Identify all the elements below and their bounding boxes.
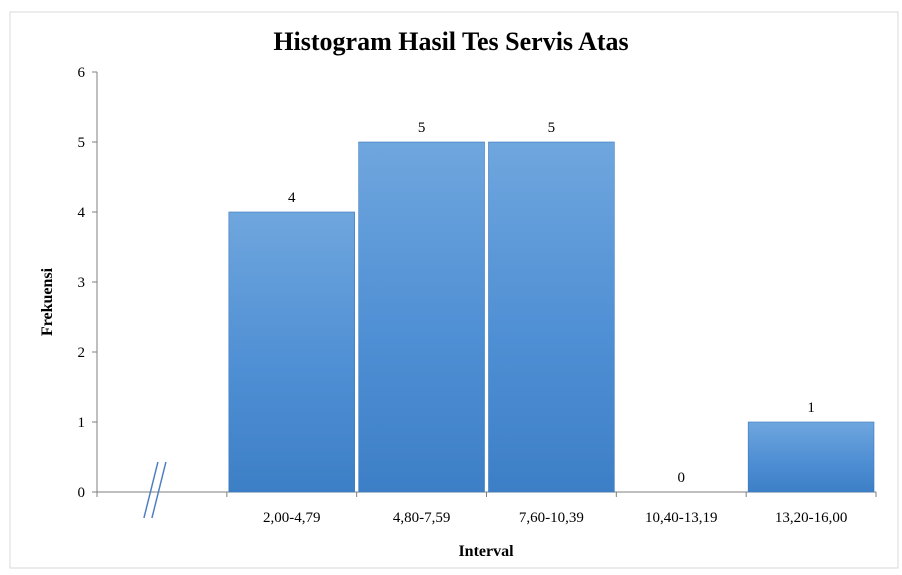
y-tick-label: 3 [78,275,86,291]
y-tick-label: 0 [78,485,86,501]
chart-border [9,11,899,569]
bar-data-label: 5 [418,120,426,136]
x-tick-label: 2,00-4,79 [263,510,321,526]
plot-area: 01234562,00-4,7944,80-7,5957,60-10,39510… [78,65,877,526]
axis-break-mark [143,461,159,519]
histogram-bar [747,421,875,493]
bar-data-label: 5 [548,120,556,136]
histogram-bar [488,141,615,493]
x-tick-label: 4,80-7,59 [393,510,451,526]
y-tick-label: 5 [78,135,86,151]
histogram-bar [358,141,485,493]
bar-data-label: 0 [678,470,686,486]
y-tick-label: 1 [78,415,86,431]
bar-data-label: 4 [288,190,296,206]
y-tick-label: 4 [78,205,86,221]
y-axis-label: Frekuensi [39,267,56,336]
x-tick-label: 7,60-10,39 [519,510,584,526]
y-tick-label: 6 [78,65,86,81]
x-tick-label: 10,40-13,19 [645,510,718,526]
histogram-bar [228,211,355,493]
axis-break-mark [151,461,167,519]
x-axis-label: Interval [458,543,514,560]
x-tick-label: 13,20-16,00 [775,510,848,526]
chart-title: Histogram Hasil Tes Servis Atas [273,27,628,56]
y-tick-label: 2 [78,345,86,361]
bar-data-label: 1 [807,400,815,416]
